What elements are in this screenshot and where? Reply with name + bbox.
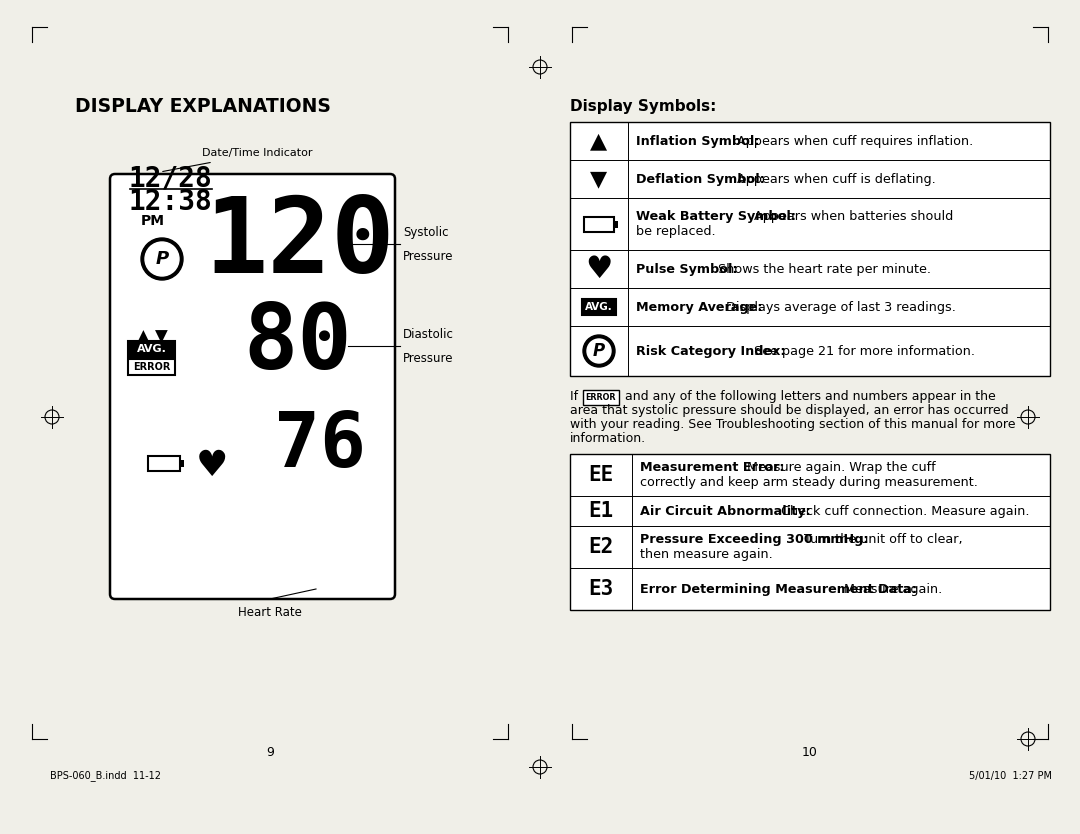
Text: Measurement Error:: Measurement Error: (640, 461, 784, 474)
Text: Air Circuit Abnormality:: Air Circuit Abnormality: (640, 505, 811, 518)
FancyBboxPatch shape (570, 122, 1050, 376)
Text: be replaced.: be replaced. (636, 225, 716, 238)
FancyBboxPatch shape (110, 174, 395, 599)
Text: ▼: ▼ (591, 169, 608, 189)
Text: Pulse Symbol:: Pulse Symbol: (636, 263, 738, 275)
Text: 80: 80 (244, 300, 352, 388)
Text: Weak Battery Symbol:: Weak Battery Symbol: (636, 210, 796, 223)
Text: Error Determining Measurement Data:: Error Determining Measurement Data: (640, 582, 917, 595)
Text: Pressure Exceeding 300 mmHg:: Pressure Exceeding 300 mmHg: (640, 533, 868, 546)
Text: ♥: ♥ (585, 254, 612, 284)
Circle shape (141, 238, 183, 280)
Text: ERROR: ERROR (133, 362, 171, 372)
Text: 9: 9 (266, 746, 274, 758)
Text: ♥: ♥ (195, 449, 228, 483)
FancyBboxPatch shape (148, 456, 180, 471)
Text: 5/01/10  1:27 PM: 5/01/10 1:27 PM (969, 771, 1052, 781)
Text: P: P (593, 342, 605, 360)
Text: Measure again. Wrap the cuff: Measure again. Wrap the cuff (743, 461, 935, 474)
Circle shape (583, 335, 615, 367)
Text: AVG.: AVG. (585, 302, 612, 312)
Text: 12:38: 12:38 (129, 188, 212, 216)
Circle shape (145, 242, 179, 276)
Text: E1: E1 (589, 501, 613, 521)
Text: with your reading. See Troubleshooting section of this manual for more: with your reading. See Troubleshooting s… (570, 418, 1015, 431)
Text: 120: 120 (205, 193, 395, 295)
Text: Memory Average:: Memory Average: (636, 300, 762, 314)
Text: Turn the unit off to clear,: Turn the unit off to clear, (799, 533, 962, 546)
Text: Check cuff connection. Measure again.: Check cuff connection. Measure again. (777, 505, 1029, 518)
Text: ▲: ▲ (591, 131, 608, 151)
Text: area that systolic pressure should be displayed, an error has occurred: area that systolic pressure should be di… (570, 404, 1009, 417)
Text: EE: EE (589, 465, 613, 485)
Text: Pressure: Pressure (403, 250, 454, 263)
Text: PM: PM (141, 214, 165, 228)
Text: 76: 76 (274, 409, 366, 483)
FancyBboxPatch shape (129, 359, 175, 375)
Circle shape (588, 339, 611, 363)
Bar (180, 460, 184, 467)
Text: ▼: ▼ (154, 328, 167, 346)
Text: Appears when cuff is deflating.: Appears when cuff is deflating. (733, 173, 935, 185)
Text: 12/28: 12/28 (129, 164, 212, 192)
Text: Shows the heart rate per minute.: Shows the heart rate per minute. (711, 263, 931, 275)
Text: Displays average of last 3 readings.: Displays average of last 3 readings. (721, 300, 956, 314)
Text: correctly and keep arm steady during measurement.: correctly and keep arm steady during mea… (640, 476, 977, 489)
Text: then measure again.: then measure again. (640, 548, 773, 561)
Text: information.: information. (570, 432, 646, 445)
Text: AVG.: AVG. (136, 344, 166, 354)
Text: ▲: ▲ (137, 328, 149, 346)
Text: Systolic: Systolic (403, 226, 448, 239)
Text: Appears when cuff requires inflation.: Appears when cuff requires inflation. (733, 134, 973, 148)
Text: ERROR: ERROR (585, 393, 617, 402)
FancyBboxPatch shape (129, 341, 175, 357)
Text: If: If (570, 390, 582, 403)
Text: 10: 10 (802, 746, 818, 758)
Bar (615, 220, 618, 228)
Text: Deflation Symbol:: Deflation Symbol: (636, 173, 765, 185)
Text: E3: E3 (589, 579, 613, 599)
Text: Date/Time Indicator: Date/Time Indicator (202, 148, 312, 158)
Text: P: P (156, 250, 168, 268)
Text: Inflation Symbol:: Inflation Symbol: (636, 134, 759, 148)
FancyBboxPatch shape (582, 299, 616, 315)
Text: and any of the following letters and numbers appear in the: and any of the following letters and num… (621, 390, 996, 403)
Text: Appears when batteries should: Appears when batteries should (751, 210, 954, 223)
Text: Heart Rate: Heart Rate (238, 606, 302, 619)
FancyBboxPatch shape (570, 454, 1050, 610)
Text: Pressure: Pressure (403, 352, 454, 365)
Text: BPS-060_B.indd  11-12: BPS-060_B.indd 11-12 (50, 771, 161, 781)
Text: DISPLAY EXPLANATIONS: DISPLAY EXPLANATIONS (75, 97, 330, 115)
Text: Measure again.: Measure again. (839, 582, 942, 595)
Text: Risk Category Index:: Risk Category Index: (636, 344, 785, 358)
Text: See page 21 for more information.: See page 21 for more information. (751, 344, 975, 358)
Text: E2: E2 (589, 537, 613, 557)
FancyBboxPatch shape (583, 390, 619, 405)
Text: Diastolic: Diastolic (403, 328, 454, 341)
FancyBboxPatch shape (584, 217, 615, 232)
Text: Display Symbols:: Display Symbols: (570, 98, 716, 113)
